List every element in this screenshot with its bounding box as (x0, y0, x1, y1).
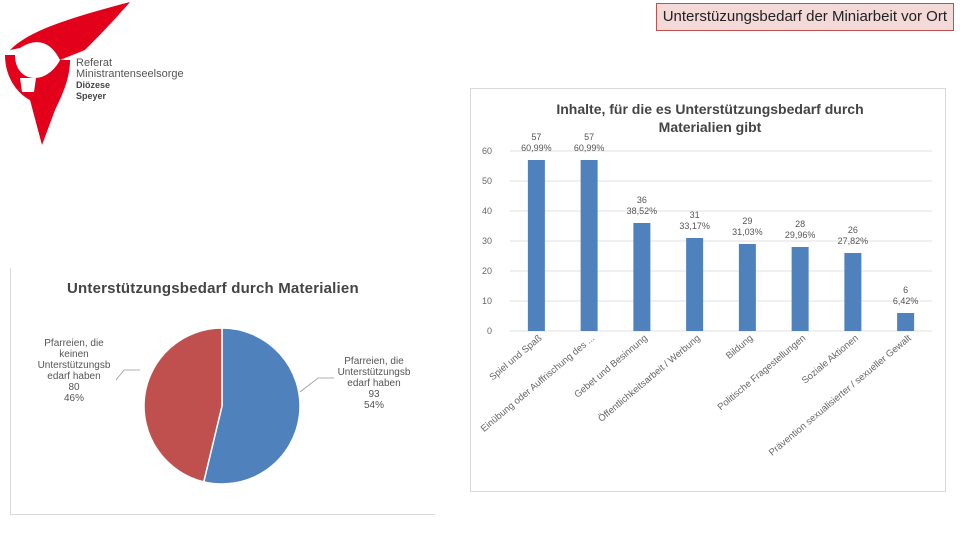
pie-chart-title: Unterstützungsbedarf durch Materialien (67, 280, 359, 297)
bar-chart-title: Inhalte, für die es Unterstützungsbedarf… (530, 100, 890, 136)
pie-label-right-line-2: Unterstützungsb (337, 367, 411, 378)
logo-line-3: Diözese (76, 80, 111, 90)
pie-label-right-line-3: edarf haben (347, 378, 401, 389)
pie-label-left-percent: 46% (63, 393, 84, 404)
bar-chart-title-line-2: Materialien gibt (658, 119, 762, 135)
slide-title: Unterstüzungsbedarf der Miniarbeit vor O… (655, 3, 954, 31)
pie-chart-panel (10, 268, 435, 515)
pie-label-left-line-3: Unterstützungsb (37, 360, 111, 371)
logo-line-4: Speyer (76, 91, 107, 101)
pie-label-right-line-1: Pfarreien, die (344, 356, 404, 367)
pie-label-right-percent: 54% (363, 400, 384, 411)
pie-label-right-value: 93 (368, 389, 380, 400)
pie-label-left: Pfarreien, die keinen Unterstützungsb ed… (32, 338, 116, 404)
pie-label-right: Pfarreien, die Unterstützungsb edarf hab… (332, 356, 416, 411)
pie-label-left-line-4: edarf haben (47, 371, 101, 382)
bar-chart-panel (470, 88, 946, 492)
pie-label-left-line-1: Pfarreien, die (44, 338, 104, 349)
ministranten-logo (5, 2, 130, 145)
logo-text: Referat Ministrantenseelsorge Diözese Sp… (76, 58, 184, 102)
bar-chart-title-line-1: Inhalte, für die es Unterstützungsbedarf… (556, 101, 864, 117)
logo-line-1: Referat (76, 57, 113, 69)
pie-label-left-line-2: keinen (59, 349, 89, 360)
pie-label-left-value: 80 (68, 382, 80, 393)
logo-line-2: Ministrantenseelsorge (76, 68, 184, 80)
